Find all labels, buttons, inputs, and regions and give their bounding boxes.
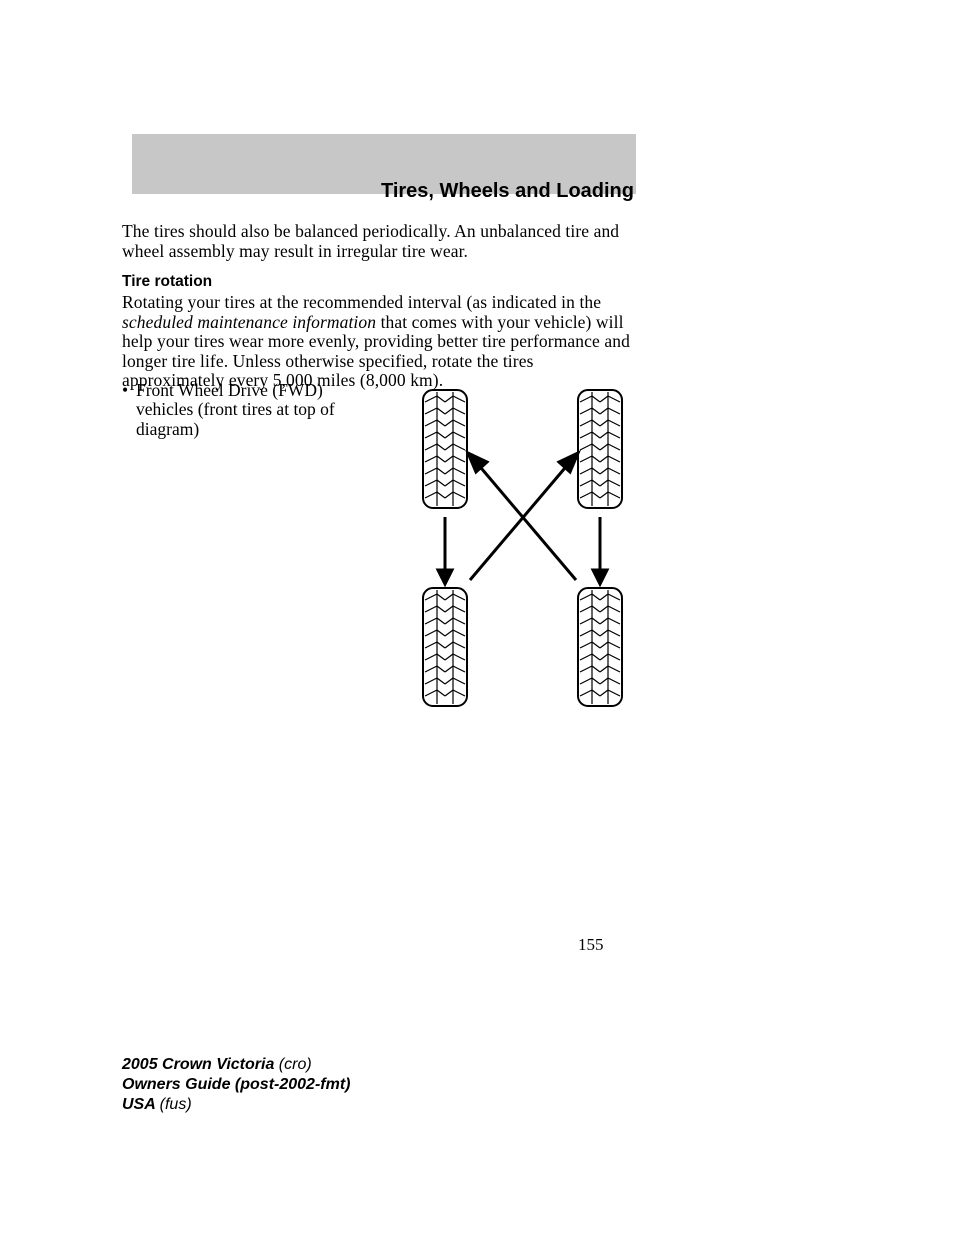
bullet-item-fwd: •Front Wheel Drive (FWD) vehicles (front… [122, 381, 382, 439]
footer-line2: Owners Guide (post-2002-fmt) [122, 1075, 350, 1095]
tire-rear-left-icon [423, 588, 467, 706]
section-title: Tires, Wheels and Loading [381, 180, 634, 203]
bullet-dot-icon: • [122, 381, 136, 400]
footer-model-code: (cro) [279, 1056, 312, 1073]
subheading-tire-rotation: Tire rotation [122, 273, 212, 291]
arrow-front-right-to-rear-right-icon [593, 517, 607, 584]
para2-part1: Rotating your tires at the recommended i… [122, 292, 601, 312]
para2-italic: scheduled maintenance information [122, 312, 376, 332]
footer-block: 2005 Crown Victoria (cro) Owners Guide (… [122, 1055, 350, 1115]
tire-rotation-diagram [398, 380, 648, 715]
footer-region-code: (fus) [160, 1096, 192, 1113]
bullet-text: Front Wheel Drive (FWD) vehicles (front … [136, 381, 366, 439]
tire-front-right-icon [578, 390, 622, 508]
footer-line1: 2005 Crown Victoria (cro) [122, 1055, 350, 1075]
arrow-front-left-to-rear-left-icon [438, 517, 452, 584]
paragraph-rotation: Rotating your tires at the recommended i… [122, 293, 638, 391]
footer-guide: Owners Guide (post-2002-fmt) [122, 1076, 350, 1093]
tire-rear-right-icon [578, 588, 622, 706]
paragraph-balance: The tires should also be balanced period… [122, 222, 638, 261]
footer-line3: USA (fus) [122, 1095, 350, 1115]
page-number: 155 [578, 935, 604, 955]
footer-model: 2005 Crown Victoria [122, 1056, 279, 1073]
footer-region: USA [122, 1096, 160, 1113]
page: Tires, Wheels and Loading The tires shou… [0, 0, 954, 1235]
tire-front-left-icon [423, 390, 467, 508]
